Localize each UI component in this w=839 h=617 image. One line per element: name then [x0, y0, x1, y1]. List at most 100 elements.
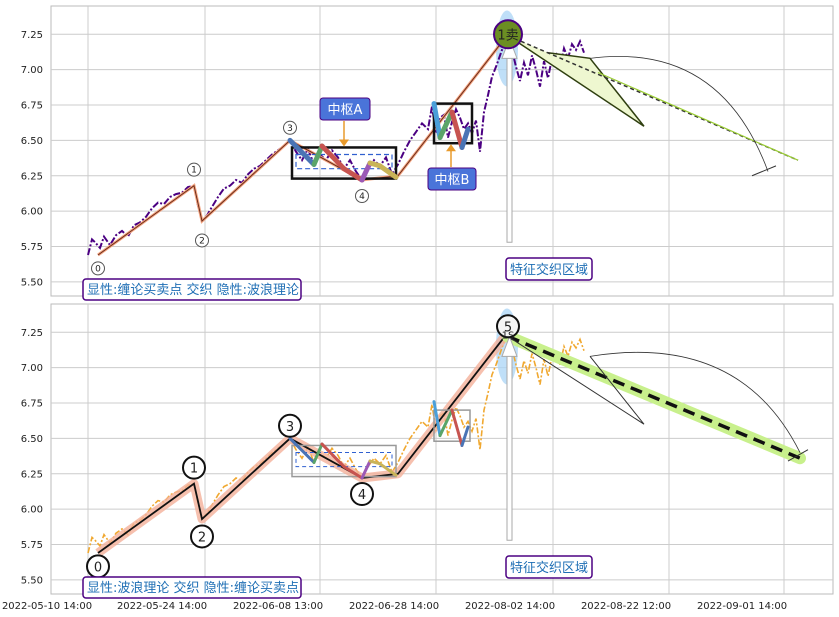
y-tick-label: 5.50 — [21, 277, 43, 288]
zhongshu-a-arrow-head — [339, 139, 349, 147]
projection-arc — [589, 55, 769, 172]
zhongshu-b-box — [432, 102, 474, 145]
y-tick-label: 5.50 — [21, 575, 43, 586]
wave-point-marker — [195, 233, 209, 248]
wave-point-marker — [182, 455, 206, 480]
wave-point-label: 5 — [504, 320, 512, 335]
y-tick-label: 6.75 — [21, 399, 43, 410]
panel-footer-box — [82, 278, 302, 301]
feature-region-label: 特征交织区域 — [505, 257, 593, 281]
zigzag-segment — [320, 442, 346, 469]
wave-point-marker — [190, 524, 214, 549]
plot-area — [50, 5, 834, 297]
panel-footer: 显性:缠论买卖点 交织 隐性:波浪理论 — [82, 278, 302, 301]
zigzag-segment — [459, 126, 471, 150]
y-tick-label: 6.25 — [21, 171, 43, 182]
zigzag-segment — [319, 143, 347, 172]
wave-point-label: 0 — [95, 264, 101, 274]
x-tick-label: 2022-06-08 13:00 — [233, 601, 323, 612]
zhongshu-a-inner — [295, 153, 393, 170]
feature-arrow-shaft — [506, 52, 513, 243]
y-tick-label: 5.75 — [21, 242, 43, 253]
projection-dashed — [507, 334, 801, 460]
zigzag-segment — [341, 166, 365, 183]
zigzag-segment — [378, 462, 398, 477]
y-tick-label: 6.75 — [21, 101, 43, 112]
panel-footer-text: 显性:波浪理论 交织 隐性:缠论买卖点 — [87, 580, 299, 596]
wave-point-label: 1 — [190, 462, 198, 477]
y-tick-label: 6.00 — [21, 207, 43, 218]
zigzag-segment — [311, 143, 325, 167]
zigzag-segment — [312, 442, 324, 464]
zhongshu-a-box — [290, 146, 398, 180]
zigzag-segment — [377, 163, 399, 180]
wave-point-label: 3 — [287, 124, 293, 134]
wave-point-label: 4 — [358, 488, 366, 503]
y-tick-label: 6.50 — [21, 434, 43, 445]
wave-point-marker — [355, 189, 369, 203]
x-tick-label: 2022-05-10 14:00 — [2, 601, 92, 612]
panel-footer-text: 显性:缠论买卖点 交织 隐性:波浪理论 — [87, 282, 299, 298]
zigzag-segment — [359, 160, 373, 183]
zhongshu-a-inner — [295, 452, 393, 468]
panel-footer-box — [82, 576, 302, 599]
projection-triangle — [507, 336, 645, 425]
wave-point-label: 3 — [286, 420, 294, 435]
feature-arrow-head — [501, 335, 518, 357]
x-tick-label: 2022-08-02 14:00 — [465, 601, 555, 612]
sell-point-label: 1卖 — [497, 28, 518, 43]
wave-point-marker — [283, 120, 297, 135]
feature-region-box — [505, 555, 593, 579]
wave-point-label: 4 — [359, 192, 365, 202]
y-tick-label: 5.75 — [21, 540, 43, 551]
price-line — [87, 31, 585, 256]
zhongshu-b-arrow-head — [446, 144, 456, 152]
projection-green — [597, 71, 799, 161]
y-tick-label: 7.00 — [21, 363, 43, 374]
wave-point-label: 2 — [198, 530, 206, 545]
feature-region-text: 特征交织区域 — [510, 262, 588, 278]
y-tick-label: 7.25 — [21, 30, 43, 41]
x-axis: 2022-05-10 14:00 2022-05-24 14:00 2022-06-… — [2, 601, 787, 612]
y-tick-label: 6.25 — [21, 469, 43, 480]
projection-triangle — [507, 35, 645, 127]
projection-arc — [589, 351, 801, 453]
zhongshu-b-label-text: 中枢B — [435, 173, 470, 188]
bottom-panel: 5.50 5.75 6.00 6.25 6.50 6.75 7.00 7.25 0 1 2 3 4 51S… — [21, 303, 834, 599]
zigzag-segment — [450, 408, 464, 447]
arc-cap — [787, 449, 809, 462]
sell-point-label: 1S — [502, 330, 515, 341]
zigzag-segment — [437, 109, 455, 141]
wave-point-marker — [350, 482, 374, 506]
feature-region-box — [505, 257, 593, 281]
wave-point-marker — [496, 314, 520, 339]
zigzag-segment — [342, 465, 364, 480]
zigzag-segment — [368, 459, 382, 466]
zigzag-segment — [360, 459, 372, 480]
zhongshu-b-label-box — [427, 167, 477, 191]
zigzag-segment — [287, 137, 317, 167]
zhongshu-b-label: 中枢B — [427, 167, 477, 191]
plot-area — [50, 303, 834, 595]
zigzag-segment — [432, 400, 442, 438]
feature-arrow-shaft — [506, 350, 513, 541]
sell-point-marker — [493, 19, 523, 50]
zigzag-segment — [449, 109, 465, 150]
wave-point-marker — [91, 261, 105, 276]
wave-point-label: 2 — [199, 236, 205, 246]
wave-point-label: 1 — [191, 166, 197, 176]
zigzag-segment — [431, 101, 443, 141]
wave-point-marker — [278, 413, 302, 438]
x-tick-label: 2022-06-28 14:00 — [349, 601, 439, 612]
zigzag-segment — [288, 436, 316, 464]
y-tick-label: 7.00 — [21, 65, 43, 76]
zhongshu-a-label-text: 中枢A — [328, 103, 363, 118]
zhongshu-a-label: 中枢A — [319, 97, 371, 121]
x-tick-label: 2022-08-22 12:00 — [581, 601, 671, 612]
zhongshu-a-label-box — [319, 97, 371, 121]
zigzag-segment — [438, 408, 454, 438]
x-tick-label: 2022-09-01 14:00 — [697, 601, 787, 612]
y-tick-label: 6.00 — [21, 505, 43, 516]
y-tick-label: 7.25 — [21, 328, 43, 339]
